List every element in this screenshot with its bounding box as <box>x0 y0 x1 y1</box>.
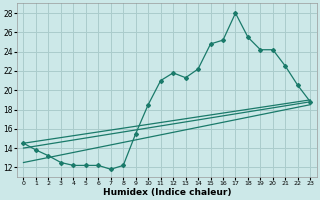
X-axis label: Humidex (Indice chaleur): Humidex (Indice chaleur) <box>103 188 231 197</box>
